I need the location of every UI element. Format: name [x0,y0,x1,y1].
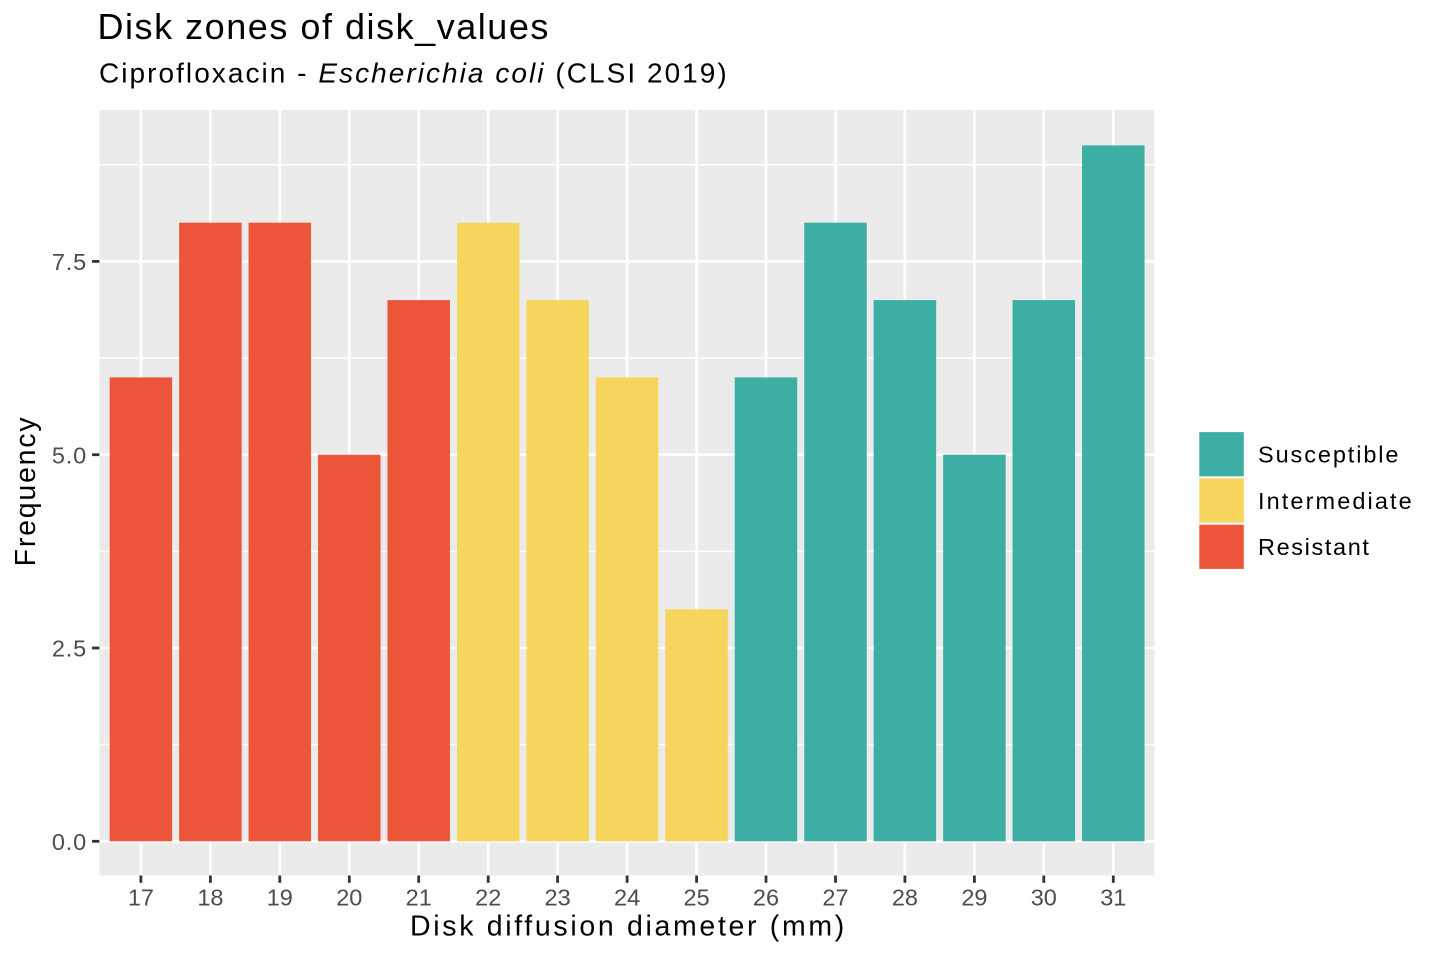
svg-text:22: 22 [475,885,501,911]
svg-text:Frequency: Frequency [10,416,42,567]
svg-text:Ciprofloxacin - Escherichia co: Ciprofloxacin - Escherichia coli (CLSI 2… [99,58,729,89]
svg-text:27: 27 [822,885,848,911]
svg-text:19: 19 [267,885,293,911]
svg-text:17: 17 [128,885,154,911]
svg-text:23: 23 [545,885,571,911]
svg-text:Disk zones of disk_values: Disk zones of disk_values [98,6,550,47]
svg-text:31: 31 [1100,885,1126,911]
svg-text:Susceptible: Susceptible [1258,442,1400,468]
svg-text:21: 21 [406,885,432,911]
svg-text:26: 26 [753,885,779,911]
svg-text:Resistant: Resistant [1258,534,1371,560]
svg-text:25: 25 [684,885,710,911]
svg-text:20: 20 [336,885,362,911]
svg-text:Intermediate: Intermediate [1258,488,1414,514]
svg-text:Disk diffusion diameter (mm): Disk diffusion diameter (mm) [410,911,847,943]
svg-text:30: 30 [1031,885,1057,911]
svg-text:7.5: 7.5 [52,249,87,275]
svg-text:18: 18 [197,885,223,911]
svg-text:5.0: 5.0 [52,442,87,468]
svg-text:0.0: 0.0 [52,829,87,855]
svg-text:29: 29 [961,885,987,911]
svg-text:24: 24 [614,885,640,911]
svg-text:28: 28 [892,885,918,911]
svg-text:2.5: 2.5 [52,636,87,662]
